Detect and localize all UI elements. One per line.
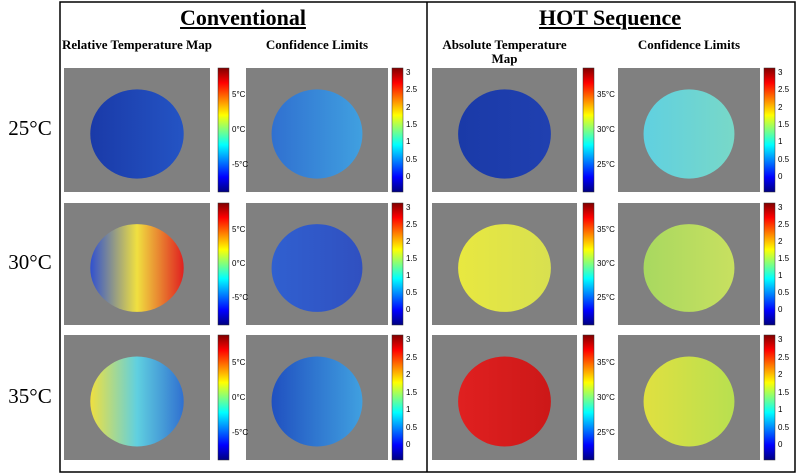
colorbar-label: 3 (406, 202, 411, 212)
colorbar-label: 25°C (597, 159, 615, 169)
section-title: Conventional (180, 5, 306, 30)
colorbar-label: 2 (406, 370, 411, 379)
colorbar-label: 5°C (232, 90, 246, 100)
colorbar-label: 3 (778, 202, 783, 212)
colorbar-label: 3 (406, 335, 411, 344)
phantom (90, 224, 184, 312)
colorbar-label: 5°C (232, 224, 246, 234)
colorbar-label: 35°C (597, 90, 615, 100)
colorbar-label: 1.5 (778, 387, 790, 397)
colorbar-label: 30°C (597, 125, 615, 134)
row-label: 30°C (8, 250, 52, 274)
column-title: Confidence Limits (637, 37, 741, 52)
phantom (458, 356, 551, 447)
colorbar-label: -5°C (232, 427, 249, 437)
colorbar-label: 1 (406, 271, 411, 281)
colorbar-label: 1.5 (406, 254, 418, 264)
phantom (643, 224, 735, 312)
colorbar-label: -5°C (232, 159, 249, 169)
colorbar-label: 1.5 (406, 387, 418, 397)
colorbar-label: 0°C (232, 125, 246, 134)
colorbar-label: 30°C (597, 392, 615, 402)
colorbar-label: 2 (778, 370, 783, 379)
colorbar-label: 25°C (597, 427, 615, 437)
column-title: Relative Temperature Map (62, 37, 212, 52)
phantom (458, 89, 551, 179)
colorbar-label: 2 (778, 102, 783, 112)
colorbar-label: 2.5 (778, 352, 790, 362)
colorbar-label: 3 (406, 67, 411, 77)
colorbar (217, 202, 230, 326)
colorbar-label: -5°C (232, 293, 249, 303)
colorbar (217, 334, 230, 461)
colorbar (391, 202, 404, 326)
colorbar-label: 3 (778, 67, 783, 77)
colorbar-label: 3 (778, 335, 783, 344)
phantom (458, 224, 551, 312)
colorbar (763, 334, 776, 461)
colorbar-label: 0°C (232, 259, 246, 268)
colorbar-label: 2 (406, 237, 411, 247)
colorbar-label: 2.5 (778, 85, 790, 95)
row-label: 35°C (8, 383, 52, 408)
colorbar-label: 0.5 (406, 154, 418, 164)
colorbar-label: 0°C (232, 392, 246, 402)
colorbar-label: 0 (778, 440, 783, 449)
colorbar (763, 67, 776, 193)
colorbar (582, 67, 595, 193)
colorbar-label: 1 (406, 405, 411, 414)
colorbar-label: 2.5 (406, 85, 418, 95)
colorbar (217, 67, 230, 193)
colorbar (582, 334, 595, 461)
colorbar (391, 334, 404, 461)
colorbar-label: 0.5 (778, 422, 790, 432)
phantom (271, 89, 363, 179)
colorbar-label: 5°C (232, 357, 246, 367)
colorbar-label: 2 (406, 102, 411, 112)
column-title: Absolute Temperature Map (442, 37, 567, 66)
colorbar-label: 0.5 (778, 154, 790, 164)
colorbar-label: 35°C (597, 224, 615, 234)
phantom (643, 356, 735, 447)
colorbar-label: 30°C (597, 259, 615, 268)
colorbar-label: 0 (406, 440, 411, 449)
colorbar-label: 35°C (597, 357, 615, 367)
colorbar-label: 1 (778, 405, 783, 414)
row-label: 25°C (8, 116, 52, 140)
colorbar-label: 0.5 (778, 288, 790, 298)
colorbar-label: 1.5 (778, 254, 790, 264)
colorbar-label: 0 (778, 305, 783, 315)
colorbar-label: 2.5 (778, 219, 790, 229)
colorbar-label: 2.5 (406, 352, 418, 362)
colorbar-label: 2.5 (406, 219, 418, 229)
colorbar-label: 1.5 (778, 120, 790, 130)
colorbar-label: 0 (406, 172, 411, 182)
phantom (271, 224, 363, 312)
phantom (90, 89, 184, 179)
colorbar-label: 1.5 (406, 120, 418, 130)
colorbar-label: 0.5 (406, 422, 418, 432)
colorbar-label: 0.5 (406, 288, 418, 298)
colorbar-label: 0 (406, 305, 411, 315)
section-title: HOT Sequence (538, 5, 681, 30)
phantom (90, 356, 184, 447)
colorbar-label: 25°C (597, 293, 615, 303)
colorbar-label: 1 (406, 137, 411, 147)
colorbar (763, 202, 776, 326)
colorbar-label: 1 (778, 271, 783, 281)
colorbar-label: 1 (778, 137, 783, 147)
phantom (643, 89, 735, 179)
colorbar-label: 0 (778, 172, 783, 182)
colorbar (391, 67, 404, 193)
phantom (271, 356, 363, 447)
colorbar-label: 2 (778, 237, 783, 247)
colorbar (582, 202, 595, 326)
column-title: Confidence Limits (265, 37, 369, 52)
